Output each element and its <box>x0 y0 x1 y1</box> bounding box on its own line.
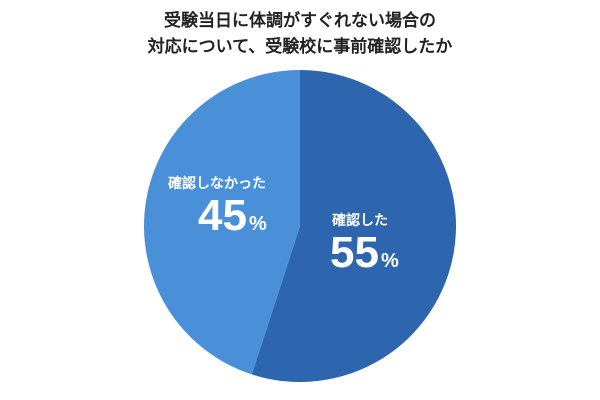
chart-title: 受験当日に体調がすぐれない場合の 対応について、受験校に事前確認したか <box>0 8 600 60</box>
chart-title-line-1: 受験当日に体調がすぐれない場合の <box>164 11 436 31</box>
label-not-confirmed-name: 確認しなかった <box>168 176 266 192</box>
label-confirmed-name: 確認した <box>332 213 388 229</box>
label-confirmed-value: 55 <box>330 228 379 277</box>
pie-slice-confirmed <box>251 70 456 382</box>
chart-title-line-2: 対応について、受験校に事前確認したか <box>147 37 453 57</box>
label-not-confirmed-unit: % <box>248 213 267 235</box>
label-confirmed-unit: % <box>380 250 399 272</box>
pie-slice-not-confirmed <box>144 70 300 375</box>
label-confirmed: 確認した 55% <box>330 210 399 277</box>
label-not-confirmed: 確認しなかった 45% <box>168 173 267 239</box>
label-not-confirmed-value: 45 <box>198 191 247 240</box>
